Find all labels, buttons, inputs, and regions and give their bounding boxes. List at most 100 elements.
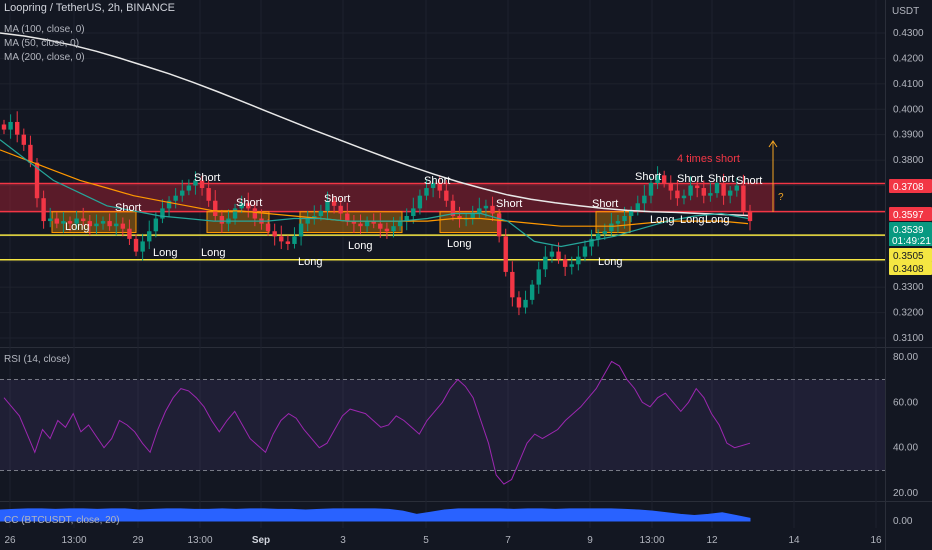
short-label: Short [736, 175, 762, 187]
candle-body [371, 221, 376, 224]
price-tick-label: 0.4100 [893, 79, 924, 90]
candle-body [305, 218, 310, 224]
chart-title: Loopring / TetherUS, 2h, BINANCE [4, 2, 175, 14]
long-label: Long [153, 247, 177, 259]
candle-body [701, 188, 706, 196]
candle-body [325, 200, 330, 211]
question-mark: ? [778, 192, 784, 203]
candle-body [312, 216, 317, 219]
candle-body [615, 221, 621, 224]
annotation-4-times-short: 4 times short [677, 153, 740, 165]
candle-body [714, 182, 720, 194]
candle-body [378, 223, 383, 229]
price-level-badge [889, 207, 932, 221]
candle-body [648, 182, 654, 196]
candle-body [444, 190, 449, 201]
price-tick-label: 0.3800 [893, 155, 924, 166]
candle-body [298, 223, 304, 237]
long-label: Long [598, 256, 622, 268]
candle-body [543, 256, 548, 270]
rsi-legend[interactable]: RSI (14, close) [4, 354, 71, 365]
moving-averages [0, 32, 749, 248]
candle-body [239, 203, 244, 209]
short-label: Short [324, 193, 350, 205]
price-level-badge [889, 179, 932, 193]
candle-body [140, 241, 145, 252]
candle-body [681, 195, 687, 199]
short-label: Short [592, 198, 618, 210]
cc-pane [0, 508, 751, 522]
time-tick-label: Sep [252, 535, 270, 546]
price-level-label: 0.3708 [893, 182, 924, 193]
candle-body [404, 216, 409, 222]
cc-legend[interactable]: CC (BTCUSDT, close, 20) [4, 515, 120, 526]
candle-body [153, 218, 159, 232]
candle-body [437, 182, 442, 191]
cc-tick-label: 0.00 [893, 516, 913, 527]
rsi-tick-label: 80.00 [893, 352, 918, 363]
candle-body [628, 210, 634, 216]
candle-body [655, 175, 660, 183]
candle-body [94, 223, 99, 227]
short-label: Short [194, 172, 220, 184]
price-tick-label: 0.3300 [893, 282, 924, 293]
candle-body [384, 228, 390, 232]
candle-body [81, 218, 86, 222]
candle-body [450, 200, 456, 216]
long-label: Long [705, 214, 729, 226]
short-label: Short [677, 173, 703, 185]
candle-body [120, 223, 126, 229]
short-label: Short [708, 173, 734, 185]
candle-body [107, 221, 112, 227]
ma50-legend[interactable]: MA (50, close, 0) [4, 38, 80, 49]
ma200-line [0, 32, 749, 217]
candle-body [661, 175, 667, 183]
candle-body [358, 223, 363, 227]
candle-body [67, 221, 73, 224]
candle-body [213, 200, 218, 216]
candle-body [34, 162, 40, 199]
candle-body [688, 185, 693, 196]
candle-body [483, 205, 489, 209]
ma100-legend[interactable]: MA (100, close, 0) [4, 24, 85, 35]
candle-body [635, 203, 640, 211]
candle-body [503, 236, 508, 272]
candle-body [582, 246, 588, 257]
time-tick-label: 13:00 [187, 535, 212, 546]
candle-body [272, 231, 277, 237]
candle-body [569, 264, 574, 267]
candle-body [87, 221, 93, 227]
countdown-label: 01:49:21 [892, 236, 931, 247]
candle-body [741, 185, 746, 211]
candle-body [562, 259, 568, 267]
candle-body [133, 238, 139, 252]
price-tick-label: 0.3100 [893, 333, 924, 344]
rsi-band [0, 379, 885, 471]
time-tick-label: 9 [587, 535, 593, 546]
up-arrow-head [768, 140, 778, 148]
short-label: Short [236, 197, 262, 209]
candle-body [708, 193, 713, 196]
candle-body [193, 180, 198, 186]
long-label: Long [680, 214, 704, 226]
candle-body [279, 236, 284, 242]
candle-body [391, 226, 396, 232]
candle-body [48, 218, 53, 222]
time-tick-label: 12 [706, 535, 718, 546]
time-tick-label: 29 [132, 535, 144, 546]
candle-body [364, 221, 370, 227]
candle-body [516, 297, 522, 308]
candle-body [173, 195, 178, 201]
ma50-line [0, 139, 749, 248]
candle-body [622, 216, 627, 222]
candles [1, 111, 753, 316]
candle-body [523, 299, 528, 308]
candle-body [529, 284, 535, 300]
candle-body [477, 208, 482, 214]
candle-body [147, 231, 152, 242]
price-tick-label: 0.4200 [893, 53, 924, 64]
ma200-legend[interactable]: MA (200, close, 0) [4, 52, 85, 63]
candle-body [595, 233, 601, 239]
price-level-label: 0.3597 [893, 210, 924, 221]
